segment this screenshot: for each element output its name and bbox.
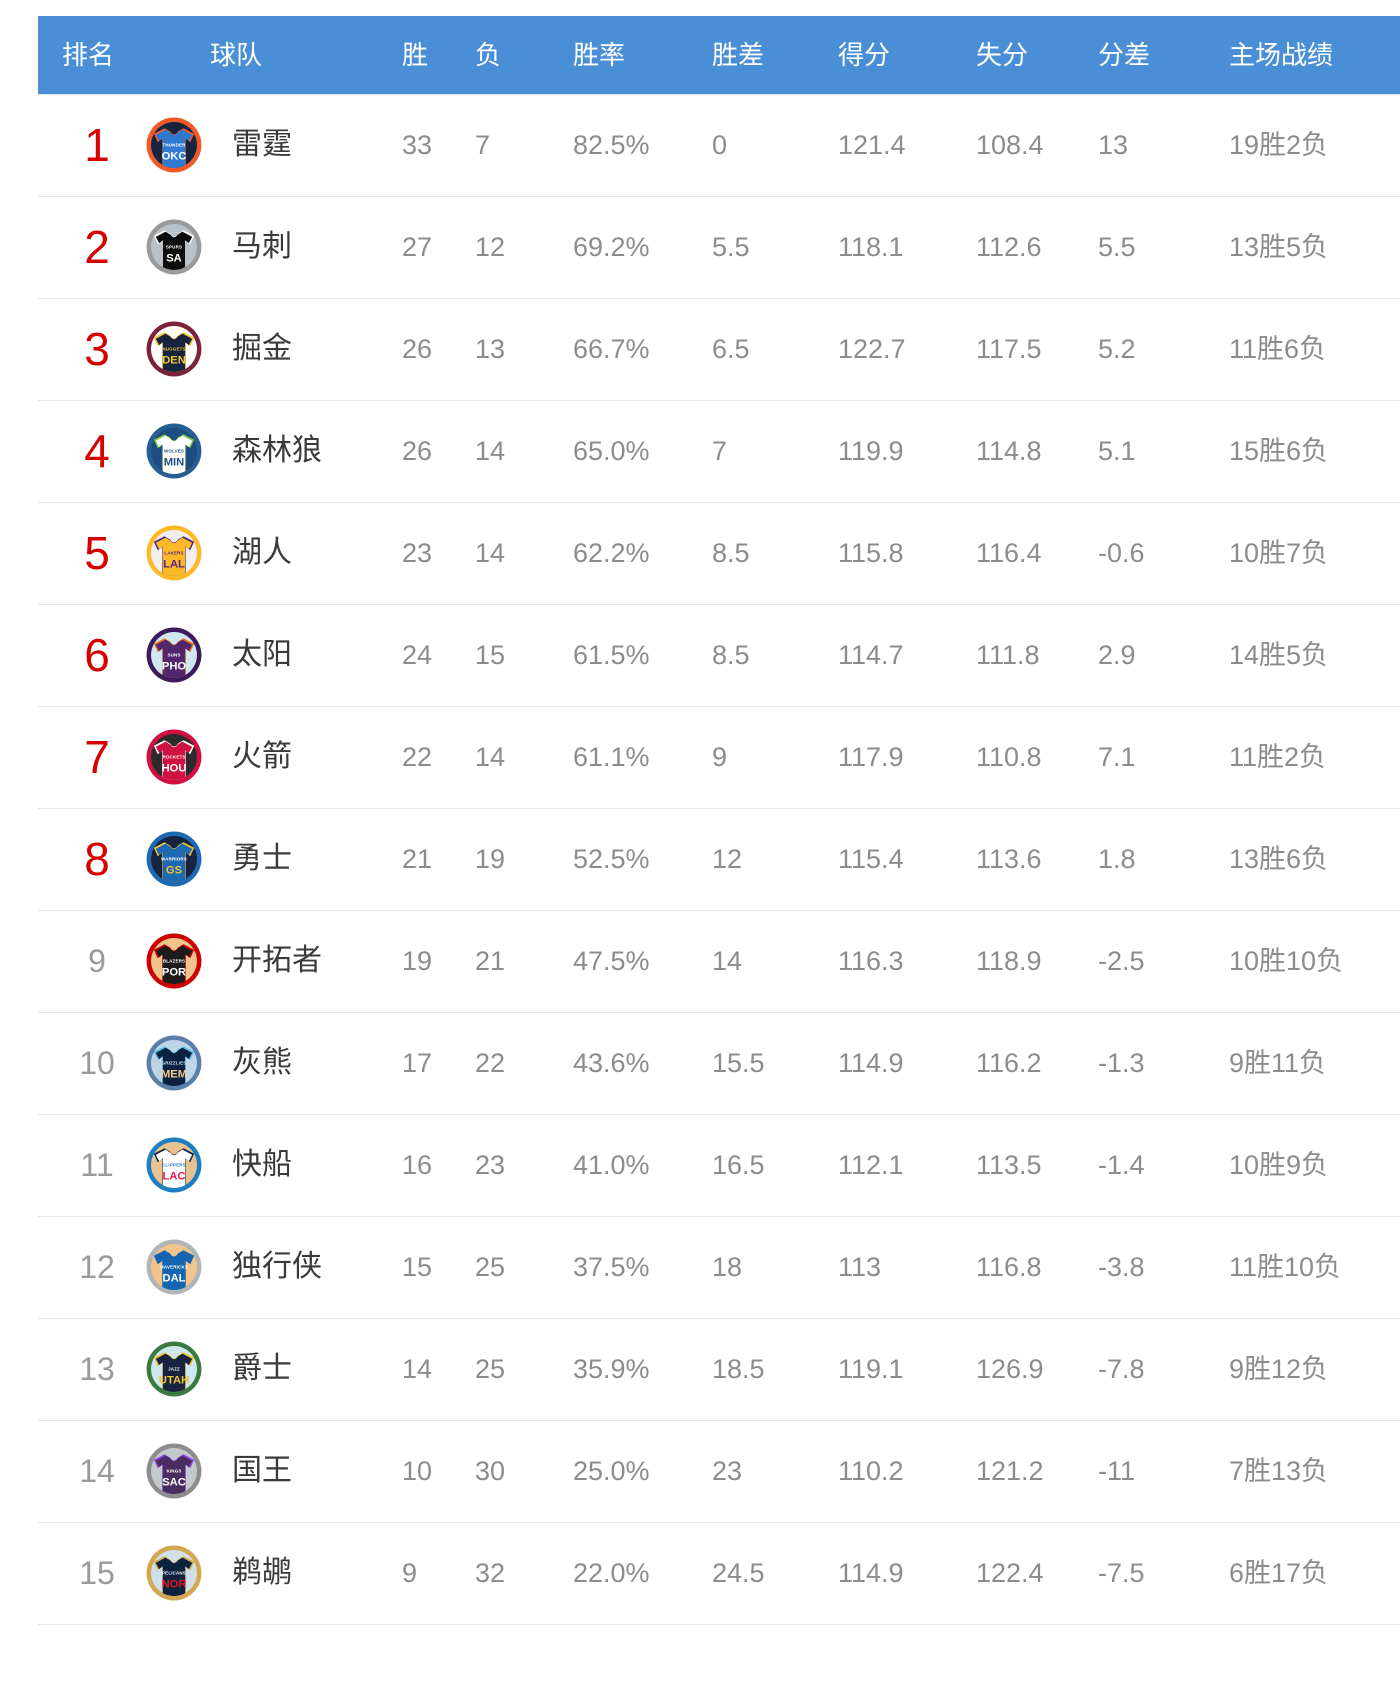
svg-text:JAZZ: JAZZ (168, 1367, 180, 1372)
svg-text:HOU: HOU (162, 763, 187, 775)
svg-text:DEN: DEN (162, 355, 186, 367)
svg-text:KINGS: KINGS (167, 1469, 182, 1474)
svg-text:MEM: MEM (161, 1069, 187, 1081)
svg-text:NOR: NOR (162, 1579, 187, 1591)
svg-text:LAL: LAL (163, 559, 185, 571)
svg-text:LAC: LAC (163, 1171, 186, 1183)
svg-text:MAVERICKS: MAVERICKS (160, 1265, 188, 1270)
svg-text:GS: GS (166, 865, 183, 877)
svg-text:BLAZERS: BLAZERS (163, 959, 185, 964)
svg-text:SUNS: SUNS (167, 653, 180, 658)
svg-text:MIN: MIN (164, 457, 185, 469)
svg-text:THUNDER: THUNDER (162, 143, 186, 148)
svg-text:SPURS: SPURS (166, 245, 182, 250)
svg-text:POR: POR (162, 967, 186, 979)
svg-text:CLIPPERS: CLIPPERS (162, 1163, 186, 1168)
svg-text:SAC: SAC (162, 1477, 186, 1489)
svg-text:PELICANS: PELICANS (162, 1571, 186, 1576)
svg-text:OKC: OKC (162, 151, 187, 163)
svg-text:ROCKETS: ROCKETS (162, 755, 185, 760)
svg-text:NUGGETS: NUGGETS (162, 347, 185, 352)
svg-text:SA: SA (166, 253, 182, 265)
svg-text:PHO: PHO (162, 661, 187, 673)
svg-text:UTAH: UTAH (159, 1375, 189, 1387)
svg-text:LAKERS: LAKERS (164, 551, 183, 556)
svg-text:WOLVES: WOLVES (164, 449, 184, 454)
svg-text:GRIZZLIES: GRIZZLIES (162, 1061, 187, 1066)
svg-text:WARRIORS: WARRIORS (161, 857, 187, 862)
svg-text:DAL: DAL (163, 1273, 186, 1285)
